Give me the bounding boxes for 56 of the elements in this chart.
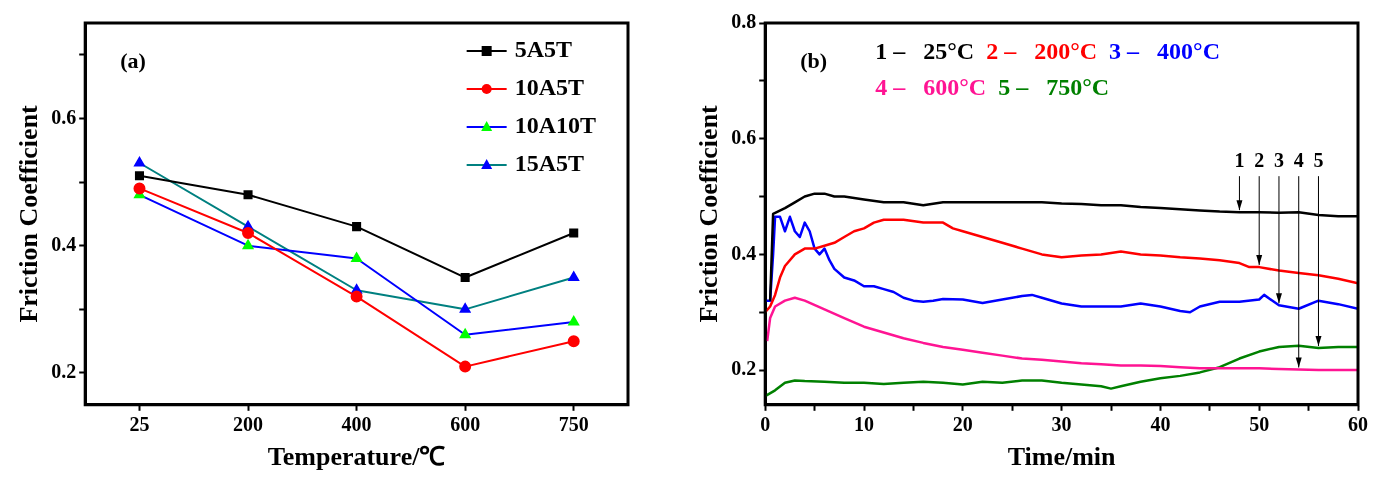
x-tick-label: 10	[854, 412, 874, 435]
annotation: 2	[1254, 149, 1265, 172]
point	[459, 328, 471, 339]
x-tick-label: 60	[1348, 412, 1368, 435]
point	[568, 271, 580, 282]
legend-label: 10A10T	[514, 112, 596, 139]
y-axis-title: Friction Coefficient	[14, 104, 44, 323]
text: 1 – 25°C	[875, 38, 975, 65]
annotation: (a)	[120, 47, 146, 73]
point	[460, 273, 470, 283]
x-tick-label: 0	[760, 412, 771, 435]
x-tick-label: 400	[341, 412, 372, 435]
point	[133, 182, 146, 195]
x-tick-label: 25	[129, 412, 150, 435]
x-tick-label: 600	[450, 412, 481, 435]
point	[352, 222, 362, 232]
x-tick-label: 50	[1249, 412, 1270, 435]
annotation: 5	[1313, 149, 1324, 172]
legend-label: 15A5T	[514, 150, 584, 177]
x-tick-label: 40	[1150, 412, 1171, 435]
point	[351, 252, 362, 262]
point	[134, 156, 145, 167]
point	[567, 335, 580, 348]
annotation: 4	[1293, 149, 1304, 172]
x-tick-label: 20	[952, 412, 973, 435]
annotation: 3	[1273, 149, 1284, 172]
y-tick-label: 0.6	[731, 125, 757, 148]
point	[134, 171, 145, 181]
text: 5 – 750°C	[998, 74, 1110, 101]
text: 3 – 400°C	[1109, 38, 1220, 65]
y-tick-label: 0.2	[51, 360, 77, 383]
point	[243, 190, 253, 200]
x-axis-title: Time/min	[1007, 442, 1117, 472]
point	[459, 303, 471, 313]
point	[569, 228, 579, 238]
x-axis-title: Temperature/℃	[267, 442, 446, 472]
x-tick-label: 750	[558, 412, 589, 435]
text: 4 – 600°C	[875, 74, 987, 101]
point	[242, 226, 255, 239]
y-tick-label: 0.8	[731, 10, 757, 33]
text: 2 – 200°C	[986, 38, 1098, 65]
point	[459, 360, 472, 373]
x-tick-label: 30	[1051, 412, 1072, 435]
annotation: 1	[1234, 149, 1245, 172]
legend-label: 5A5T	[514, 36, 572, 63]
legend-label: 10A5T	[514, 74, 584, 101]
point	[350, 290, 363, 303]
y-tick-label: 0.4	[51, 232, 77, 255]
x-tick-label: 200	[233, 412, 264, 435]
y-tick-label: 0.2	[731, 357, 757, 380]
y-tick-label: 0.4	[731, 241, 757, 264]
y-tick-label: 0.6	[51, 105, 77, 128]
y-axis-title: Friction Coefficient	[694, 104, 724, 323]
point	[568, 316, 580, 326]
point	[242, 239, 254, 250]
annotation: (b)	[800, 47, 828, 73]
